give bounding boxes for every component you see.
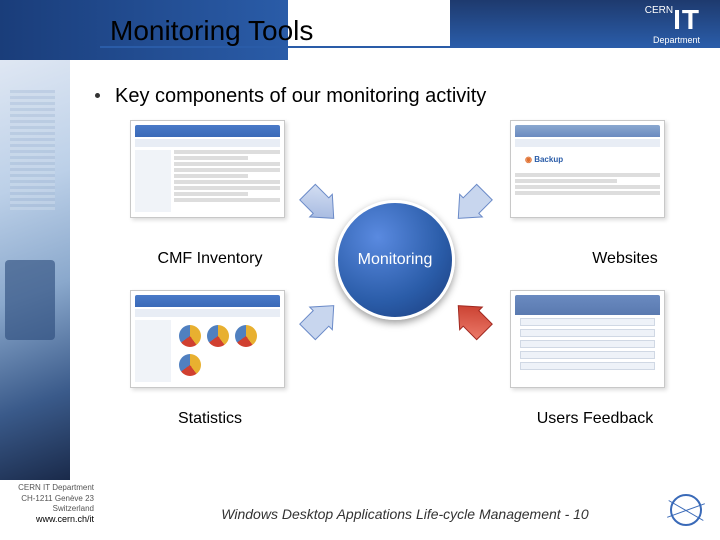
label-users-feedback: Users Feedback <box>510 410 680 428</box>
arrow-from-statistics <box>296 292 346 342</box>
slide-subtitle: Key components of our monitoring activit… <box>115 85 486 108</box>
slide-title: Monitoring Tools <box>110 15 313 47</box>
logo-sub: Department <box>645 36 700 45</box>
logo-org: CERN <box>645 5 673 16</box>
footer-cern-logo <box>670 494 702 526</box>
arrow-from-websites <box>446 182 496 232</box>
footer-slide-text: Windows Desktop Applications Life-cycle … <box>150 506 660 522</box>
thumb-websites: Backup <box>510 120 665 218</box>
dept-line-3: Switzerland <box>0 504 94 514</box>
thumb-cmf-inventory <box>130 120 285 218</box>
bullet-icon <box>95 93 100 98</box>
thumb-statistics <box>130 290 285 388</box>
logo-main: IT <box>673 4 700 35</box>
dept-line-1: CERN IT Department <box>0 483 94 493</box>
slide-header: CERNIT Department Monitoring Tools <box>0 0 720 60</box>
center-label: Monitoring <box>358 251 433 269</box>
label-websites: Websites <box>540 250 710 268</box>
thumb-users-feedback <box>510 290 665 388</box>
thumb-backup-badge: Backup <box>525 155 563 164</box>
label-cmf-inventory: CMF Inventory <box>125 250 295 268</box>
center-monitoring-circle: Monitoring <box>335 200 455 320</box>
arrow-from-cmf <box>296 182 346 232</box>
footer-department: CERN IT Department CH-1211 Genève 23 Swi… <box>0 483 100 526</box>
cern-it-logo: CERNIT Department <box>645 6 700 45</box>
label-statistics: Statistics <box>125 410 295 428</box>
dept-line-2: CH-1211 Genève 23 <box>0 494 94 504</box>
sidebar-datacenter-photo <box>0 60 70 480</box>
dept-url: www.cern.ch/it <box>0 514 94 526</box>
arrow-from-feedback <box>446 292 496 342</box>
